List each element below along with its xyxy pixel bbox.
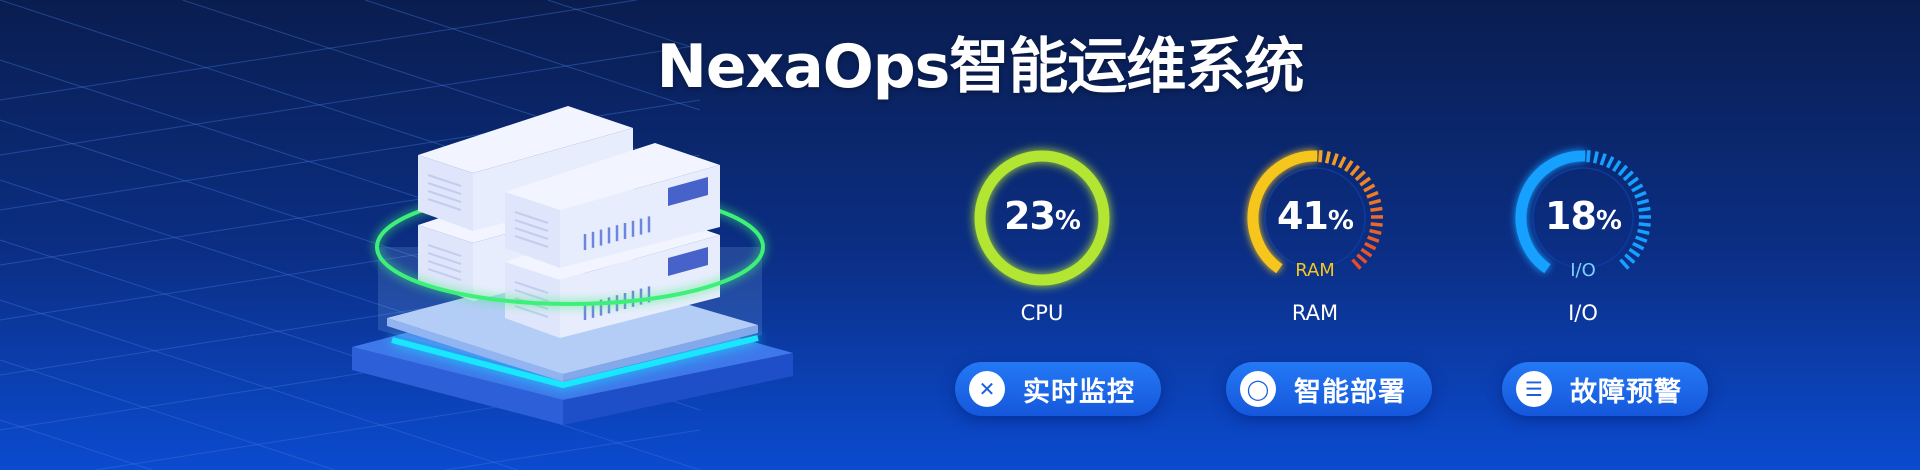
io-tick [1628,247,1641,258]
grid-line [0,359,335,470]
io-tick [1617,164,1629,177]
cyan-glow-line [391,335,759,389]
close-x-icon: ✕ [969,371,1005,407]
upper-plate-left [387,318,563,382]
port-panel [668,247,708,276]
port-panel [668,177,708,206]
ram-tick [1366,190,1379,199]
ram-tick [1354,170,1366,182]
grid-line [0,419,153,470]
grid-line [0,44,700,156]
io-solid-arc [1515,150,1586,274]
io-tick [1619,258,1630,270]
base-plate-left [352,347,563,425]
ram-solid-arc [1247,150,1318,274]
io-gauge-arc [1515,150,1652,274]
io-tick [1627,176,1640,187]
page-title: NexaOps智能运维系统 [656,32,1305,102]
ram-tick [1324,151,1331,164]
cpu-percent: 23% [1004,194,1081,238]
grid-line [0,239,700,470]
io-tick [1636,198,1650,206]
ram-tick [1337,156,1347,169]
ram-percent: 41% [1277,194,1354,238]
ram-tick [1318,150,1323,163]
ram-tick [1370,206,1383,212]
ram-tick [1331,153,1339,166]
realtime-monitor-button[interactable]: ✕ 实时监控 [955,362,1161,416]
io-tick [1599,153,1607,166]
ram-tick [1356,253,1368,264]
upper-plate-right [563,325,758,382]
ram-track [1264,167,1366,269]
io-track [1532,167,1634,269]
io-inner-label: I/O [1570,260,1596,281]
ram-tick [1349,164,1361,177]
ram-tick [1370,222,1383,227]
ram-tick [1360,247,1373,258]
cpu-gauge: 23% CPU [962,138,1122,338]
io-tick [1605,156,1615,169]
server-front-upper [505,143,720,268]
green-ring-front [375,246,765,306]
io-tick [1631,183,1644,193]
button-label: 实时监控 [1023,376,1135,408]
base-plate-right [563,353,793,425]
ram-tick [1344,160,1354,172]
grid-line [0,0,637,101]
ram-tick [1363,183,1376,193]
io-tick [1634,190,1647,199]
io-tick [1592,151,1599,164]
io-tick [1622,170,1634,182]
cpu-ring [974,150,1110,286]
ram-tick [1369,228,1382,236]
io-tick [1586,150,1591,163]
fault-alert-button[interactable]: ☰ 故障预警 [1502,362,1708,416]
ram-tick [1364,241,1377,251]
io-gauge: 18% I/O I/O [1503,138,1663,338]
ram-gauge-arc [1247,150,1384,274]
ram-tick [1368,198,1382,206]
cpu-label: CPU [1020,301,1064,325]
ram-tick [1359,176,1372,187]
io-tick [1638,222,1651,227]
ram-tick [1351,258,1362,270]
ram-label: RAM [1291,301,1339,325]
grid-line [365,0,700,111]
ram-tick [1367,235,1380,243]
io-tick [1632,241,1645,251]
io-percent: 18% [1545,194,1622,238]
grid-line [547,0,700,51]
button-label: 智能部署 [1294,376,1406,408]
io-tick [1637,228,1650,236]
grid-line [445,429,700,470]
ram-gauge: 41% RAM RAM [1235,138,1395,338]
io-tick [1612,160,1622,172]
ram-inner-label: RAM [1295,260,1335,281]
smart-deploy-button[interactable]: ◯ 智能部署 [1226,362,1432,416]
io-label: I/O [1568,301,1598,325]
io-tick [1635,235,1648,243]
io-tick [1624,253,1636,264]
lightbulb-icon: ◯ [1240,371,1276,407]
cpu-gauge-ring [974,150,1110,286]
io-tick [1638,206,1651,212]
menu-list-icon: ☰ [1516,371,1552,407]
button-label: 故障预警 [1570,376,1682,408]
grid-line [0,299,518,470]
server-illustration [352,106,793,425]
